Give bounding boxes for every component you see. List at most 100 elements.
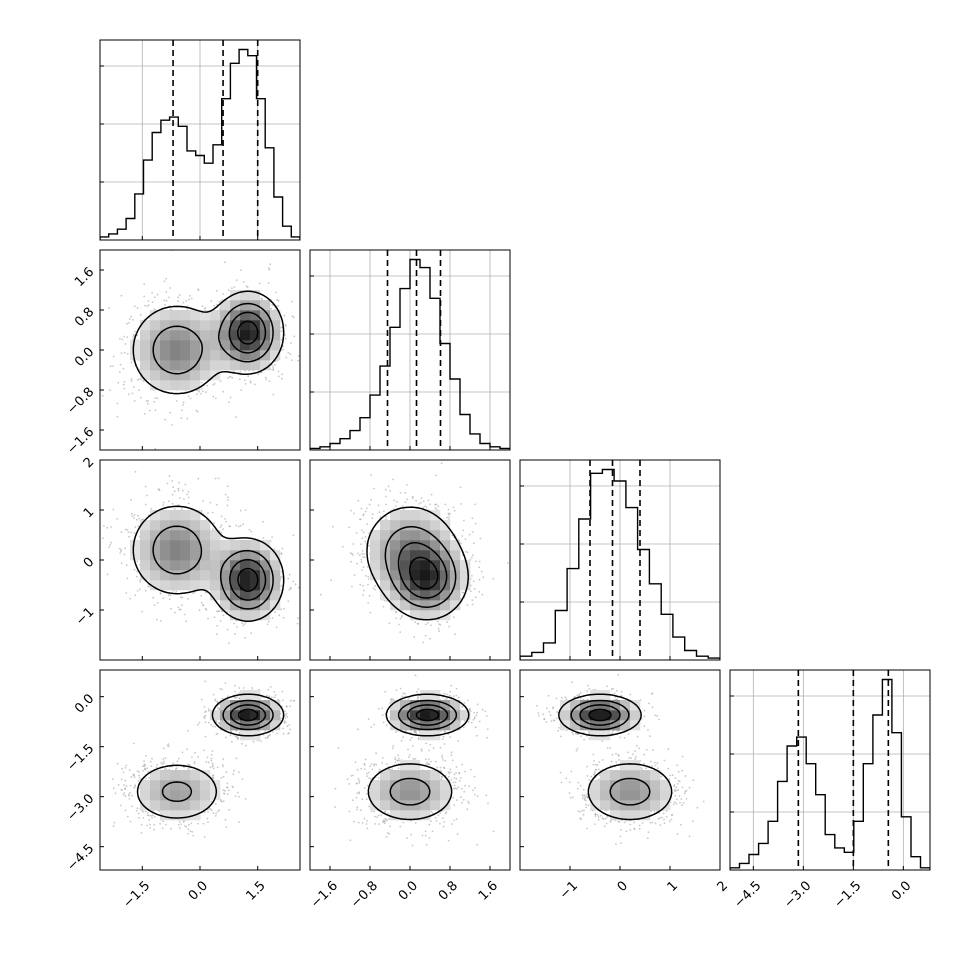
density-cell (230, 610, 241, 621)
density-cell (160, 570, 171, 581)
density-cell (380, 560, 391, 571)
sample-point (288, 724, 291, 726)
sample-point (227, 499, 230, 501)
density-cell (210, 540, 221, 551)
density-cell (150, 360, 161, 371)
density-cell (420, 520, 431, 531)
sample-point (446, 516, 448, 519)
density-cell (450, 590, 461, 601)
sample-point (200, 381, 203, 384)
sample-point (271, 731, 274, 733)
sample-point (348, 526, 351, 529)
density-cell (420, 510, 431, 521)
sample-point (198, 609, 201, 612)
sample-point (289, 586, 292, 589)
density-contour (132, 290, 285, 395)
sample-point (466, 604, 469, 606)
sample-point (425, 506, 428, 509)
density-cell (180, 380, 191, 391)
sample-point (126, 353, 129, 355)
density-cell (370, 560, 381, 571)
density-cell (460, 580, 471, 591)
sample-point (167, 594, 170, 596)
sample-point (192, 592, 194, 595)
density-cell (160, 370, 171, 381)
sample-point (162, 504, 165, 507)
sample-point (133, 386, 135, 389)
y-tick-label: 2 (81, 455, 97, 471)
density-cell (140, 550, 151, 561)
sample-point (151, 292, 153, 294)
sample-point (159, 592, 162, 595)
sample-point (169, 308, 172, 311)
sample-point (116, 518, 118, 520)
sample-point (277, 299, 280, 302)
sample-point (140, 396, 142, 399)
sample-point (192, 834, 195, 837)
density-cell (180, 360, 191, 371)
sample-point (168, 475, 171, 478)
sample-point (447, 518, 450, 520)
sample-point (264, 729, 266, 732)
density-cell (430, 560, 441, 571)
sample-point (178, 294, 181, 297)
density-cell (130, 540, 141, 551)
density-cell (190, 370, 201, 381)
density-cell (440, 570, 451, 581)
sample-point (229, 396, 232, 399)
density-cell (170, 310, 181, 321)
density-contour (397, 542, 448, 599)
density-cell (230, 540, 241, 551)
sample-point (135, 518, 138, 521)
sample-point (472, 542, 475, 545)
sample-point (136, 379, 139, 381)
sample-point (124, 547, 126, 550)
sample-point (471, 575, 473, 577)
sample-point (478, 566, 480, 569)
sample-point (282, 348, 284, 351)
sample-point (178, 481, 180, 484)
sample-point (233, 622, 236, 625)
sample-point (434, 503, 437, 506)
sample-point (165, 291, 168, 293)
sample-point (383, 510, 385, 513)
sample-point (172, 486, 175, 489)
sample-point (164, 303, 166, 306)
sample-point (297, 355, 300, 357)
density-cell (260, 600, 271, 611)
sample-point (475, 560, 477, 563)
sample-point (429, 503, 431, 506)
density-cell (440, 530, 451, 541)
sample-point (466, 551, 469, 554)
joint-density-panel (309, 459, 511, 661)
density-cell (230, 580, 241, 591)
density-cell (250, 550, 261, 561)
sample-point (464, 538, 467, 541)
sample-point (197, 477, 200, 480)
sample-point (280, 585, 283, 587)
sample-point (258, 282, 261, 285)
sample-point (449, 512, 451, 515)
sample-point (228, 525, 231, 528)
density-cell (210, 550, 221, 561)
joint-density-panel: −4.5−3.0−1.50.0−1.5 0.0 1.5 (64, 669, 301, 911)
sample-point (119, 363, 122, 366)
density-cell (200, 580, 211, 591)
density-cell (140, 350, 151, 361)
sample-point (198, 390, 200, 393)
density-cell (230, 350, 241, 361)
density-cell (210, 570, 221, 581)
density-cell (200, 550, 211, 561)
density-cell (270, 580, 281, 591)
sample-point (202, 604, 204, 607)
sample-point (154, 409, 157, 412)
sample-point (195, 409, 198, 412)
sample-point (330, 579, 333, 582)
sample-point (168, 296, 170, 299)
sample-point (163, 280, 166, 283)
sample-point (200, 594, 203, 597)
density-cell (230, 290, 241, 301)
density-contour (384, 526, 457, 608)
density-cell (180, 310, 191, 321)
sample-point (356, 562, 358, 565)
